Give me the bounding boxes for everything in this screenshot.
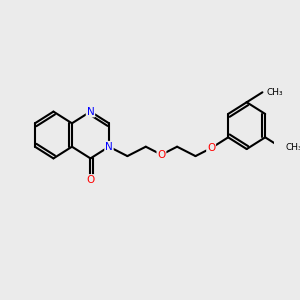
Text: CH₃: CH₃ (266, 88, 283, 97)
Text: CH₃: CH₃ (285, 143, 300, 152)
Text: N: N (105, 142, 113, 152)
Text: O: O (86, 175, 94, 185)
Text: N: N (87, 106, 94, 117)
Text: O: O (157, 150, 166, 160)
Text: O: O (207, 143, 215, 153)
